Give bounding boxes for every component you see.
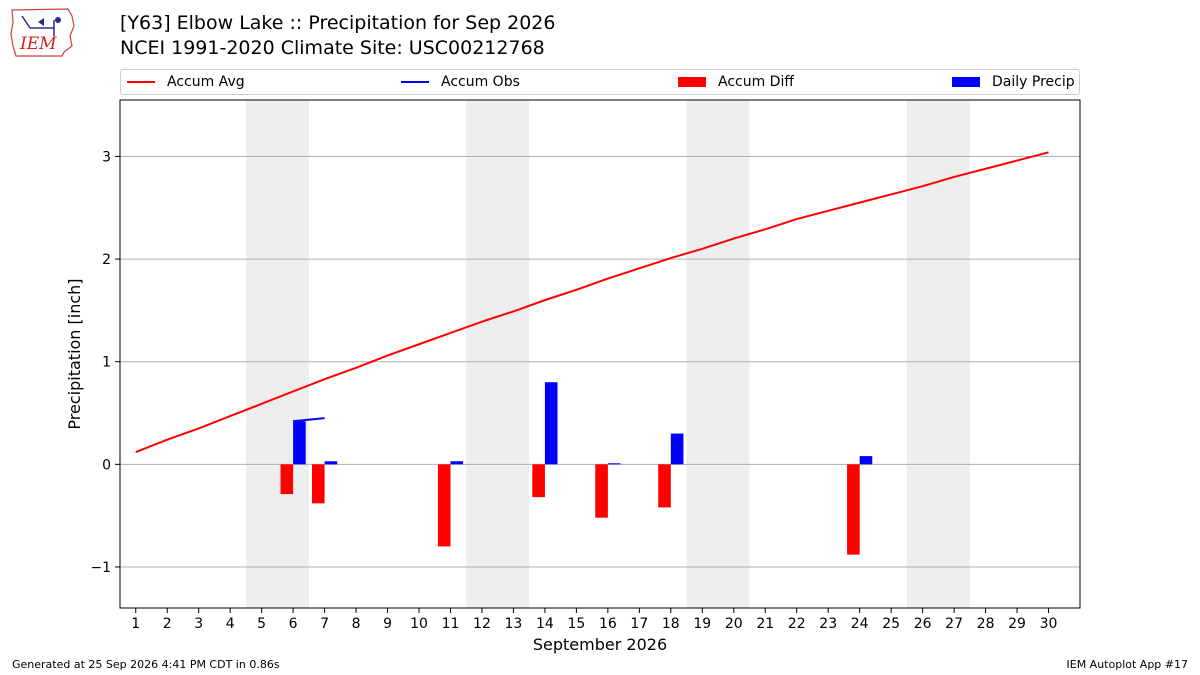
x-tick-label: 9 <box>383 616 392 632</box>
x-tick-label: 19 <box>693 616 711 632</box>
legend-swatch-daily-precip <box>952 77 980 87</box>
legend-swatch-accum-avg <box>127 81 155 83</box>
x-tick-label: 26 <box>914 616 932 632</box>
x-tick-label: 23 <box>819 616 837 632</box>
daily-precip-bar <box>859 456 873 465</box>
chart-title: [Y63] Elbow Lake :: Precipitation for Se… <box>120 12 556 34</box>
legend-item-accum-avg: Accum Avg <box>127 70 245 94</box>
x-tick-label: 30 <box>1040 616 1058 632</box>
legend-label-daily-precip: Daily Precip <box>992 74 1075 90</box>
legend-item-daily-precip: Daily Precip <box>952 70 1075 94</box>
y-tick-label: 1 <box>102 355 111 371</box>
y-tick-label: 3 <box>102 149 111 165</box>
x-tick-label: 29 <box>1008 616 1026 632</box>
plot-frame <box>119 99 1081 609</box>
legend-label-accum-diff: Accum Diff <box>718 74 795 90</box>
x-tick-label: 5 <box>257 616 266 632</box>
legend-label-accum-obs: Accum Obs <box>441 74 520 90</box>
x-tick-label: 28 <box>977 616 995 632</box>
daily-precip-bar <box>607 463 621 465</box>
x-tick-label: 1 <box>131 616 140 632</box>
daily-precip-bar <box>544 382 558 465</box>
chart-subtitle: NCEI 1991-2020 Climate Site: USC00212768 <box>120 37 545 59</box>
legend-item-accum-obs: Accum Obs <box>401 70 520 94</box>
x-tick-label: 27 <box>945 616 963 632</box>
accum-diff-bar <box>595 464 608 518</box>
daily-precip-bar <box>293 421 306 465</box>
x-axis-label: September 2026 <box>533 635 667 654</box>
x-tick-label: 12 <box>473 616 491 632</box>
accum-diff-bar <box>847 464 860 555</box>
x-tick-label: 6 <box>289 616 298 632</box>
x-tick-label: 14 <box>536 616 554 632</box>
x-tick-label: 7 <box>320 616 329 632</box>
accum-diff-bar <box>437 464 451 547</box>
legend-label-accum-avg: Accum Avg <box>167 74 245 90</box>
weekend-band-0 <box>245 100 309 608</box>
x-tick-label: 20 <box>725 616 743 632</box>
legend-swatch-accum-diff <box>678 77 706 87</box>
x-tick-label: 18 <box>662 616 680 632</box>
iem-logo: IEM <box>8 6 80 58</box>
x-tick-label: 4 <box>226 616 235 632</box>
x-tick-label: 21 <box>756 616 774 632</box>
accum-avg-line <box>135 151 1049 453</box>
legend-item-accum-diff: Accum Diff <box>678 70 794 94</box>
accum-diff-bar <box>280 464 294 495</box>
chart-legend: Accum Avg Accum Obs Accum Diff Daily Pre… <box>120 69 1080 95</box>
x-tick-label: 2 <box>163 616 172 632</box>
legend-swatch-accum-obs <box>401 81 429 83</box>
y-tick-label: 0 <box>102 457 111 473</box>
daily-precip-bar <box>670 433 684 465</box>
accum-diff-bar <box>532 464 545 498</box>
x-tick-label: 22 <box>788 616 806 632</box>
y-axis-label: Precipitation [inch] <box>65 278 84 429</box>
accum-diff-bar <box>658 464 671 508</box>
footer-app: IEM Autoplot App #17 <box>1066 658 1189 671</box>
x-tick-label: 25 <box>882 616 900 632</box>
y-tick-label: 2 <box>102 252 111 268</box>
x-tick-label: 16 <box>599 616 617 632</box>
x-tick-label: 17 <box>630 616 648 632</box>
weekend-band-1 <box>466 100 530 608</box>
footer-generated: Generated at 25 Sep 2026 4:41 PM CDT in … <box>12 658 280 671</box>
x-tick-label: 11 <box>442 616 460 632</box>
weekend-band-3 <box>906 100 970 608</box>
x-tick-label: 13 <box>505 616 523 632</box>
logo-text: IEM <box>20 34 57 54</box>
x-tick-label: 24 <box>851 616 869 632</box>
x-tick-label: 10 <box>410 616 428 632</box>
accum-diff-bar <box>312 464 325 504</box>
x-tick-label: 15 <box>567 616 585 632</box>
x-tick-label: 8 <box>352 616 361 632</box>
accum-obs-line <box>293 417 325 423</box>
x-tick-label: 3 <box>194 616 203 632</box>
daily-precip-bar <box>324 461 338 465</box>
y-tick-label: −1 <box>90 560 111 576</box>
weekend-band-2 <box>686 100 750 608</box>
daily-precip-bar <box>450 461 464 465</box>
